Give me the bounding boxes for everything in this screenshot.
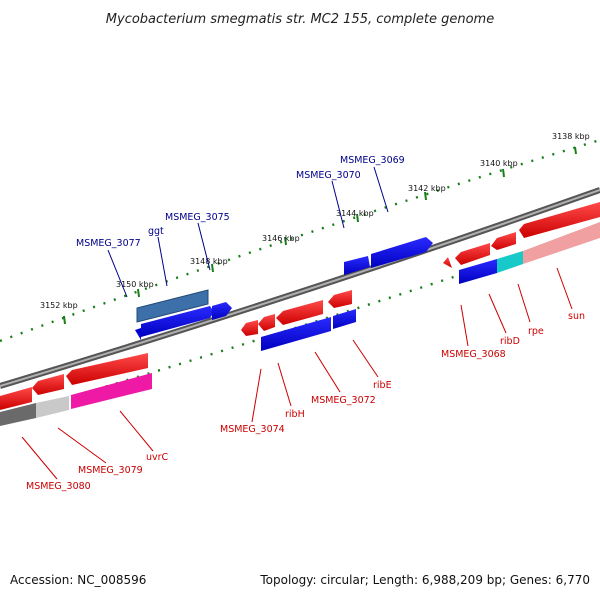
- gene-block-msmeg-3068-low[interactable]: [459, 259, 497, 284]
- tick-label-3140: 3140 kbp: [480, 159, 518, 168]
- outer-scale-track: [0, 138, 600, 343]
- gene-label-msmeg-3068[interactable]: MSMEG_3068: [441, 349, 506, 360]
- gene-block-ribh[interactable]: [258, 314, 275, 331]
- genome-backbone: [0, 187, 600, 389]
- minus-strand-genes-left: [0, 353, 152, 426]
- gene-label-msmeg-3079[interactable]: MSMEG_3079: [78, 465, 143, 476]
- gene-label-msmeg-3075[interactable]: MSMEG_3075: [165, 212, 230, 223]
- gene-label-msmeg-3080[interactable]: MSMEG_3080: [26, 481, 91, 492]
- gene-block-msmeg-3077-cap[interactable]: [135, 328, 141, 340]
- gene-label-ribh[interactable]: ribH: [285, 409, 305, 420]
- gene-block-msmeg-3077[interactable]: [141, 306, 214, 337]
- gene-block-msmeg-3074-low[interactable]: [261, 317, 331, 351]
- gene-block-rpe-low[interactable]: [497, 251, 523, 273]
- gene-label-msmeg-3072[interactable]: MSMEG_3072: [311, 395, 376, 406]
- gene-label-ribe[interactable]: ribE: [373, 380, 392, 391]
- gene-block-msmeg-3068[interactable]: [443, 257, 452, 268]
- minus-strand-genes-right: [443, 202, 600, 284]
- gene-label-ggt[interactable]: ggt: [148, 226, 164, 237]
- minus-strand-genes-middle: [241, 290, 356, 351]
- tick-label-3144: 3144 kbp: [336, 209, 374, 218]
- label-leader-lines: [21, 166, 573, 480]
- gene-label-sun[interactable]: sun: [568, 311, 585, 322]
- genome-summary-text: Topology: circular; Length: 6,988,209 bp…: [260, 573, 590, 587]
- gene-block-msmeg-3074[interactable]: [241, 320, 258, 336]
- gene-block-uvrc-low[interactable]: [71, 373, 152, 409]
- gene-block-ribe[interactable]: [328, 290, 352, 308]
- gene-label-msmeg-3070[interactable]: MSMEG_3070: [296, 170, 361, 181]
- map-title: Mycobacterium smegmatis str. MC2 155, co…: [106, 12, 494, 27]
- gene-block-msmeg-3080[interactable]: [0, 387, 32, 410]
- gene-block-msmeg-3080-low[interactable]: [0, 403, 36, 426]
- tick-label-3138: 3138 kbp: [552, 132, 590, 141]
- gene-block-msmeg-3079[interactable]: [32, 374, 64, 395]
- gene-block-uvrc[interactable]: [66, 353, 148, 385]
- gene-block-msmeg-3070[interactable]: [344, 256, 370, 275]
- gene-block-msmeg-3079-low[interactable]: [36, 396, 69, 418]
- tick-label-3146: 3146 kbp: [262, 234, 300, 243]
- gene-block-sun[interactable]: [519, 202, 600, 238]
- gene-label-rpe[interactable]: rpe: [528, 326, 544, 337]
- gene-block-sun-low[interactable]: [523, 222, 600, 264]
- gene-block-ribd[interactable]: [455, 243, 490, 265]
- gene-label-msmeg-3077[interactable]: MSMEG_3077: [76, 238, 141, 249]
- tick-label-3142: 3142 kbp: [408, 184, 446, 193]
- gene-block-ribe-low[interactable]: [333, 309, 356, 329]
- gene-label-ribd[interactable]: ribD: [500, 336, 520, 347]
- gene-label-msmeg-3069[interactable]: MSMEG_3069: [340, 155, 405, 166]
- tick-label-3152: 3152 kbp: [40, 301, 78, 310]
- tick-label-3150: 3150 kbp: [116, 280, 154, 289]
- scale-major-ticks: [63, 146, 577, 325]
- plus-strand-genes: [135, 237, 433, 340]
- gene-block-ggt[interactable]: [136, 289, 209, 323]
- gene-label-msmeg-3074[interactable]: MSMEG_3074: [220, 424, 285, 435]
- accession-text: Accession: NC_008596: [10, 573, 147, 587]
- gene-block-rpe[interactable]: [491, 232, 516, 250]
- gene-block-msmeg-3072[interactable]: [276, 300, 323, 325]
- gene-block-msmeg-3075[interactable]: [212, 302, 232, 320]
- tick-label-3148: 3148 kbp: [190, 257, 228, 266]
- gene-label-uvrc[interactable]: uvrC: [146, 452, 169, 463]
- gene-block-msmeg-3069[interactable]: [371, 237, 433, 268]
